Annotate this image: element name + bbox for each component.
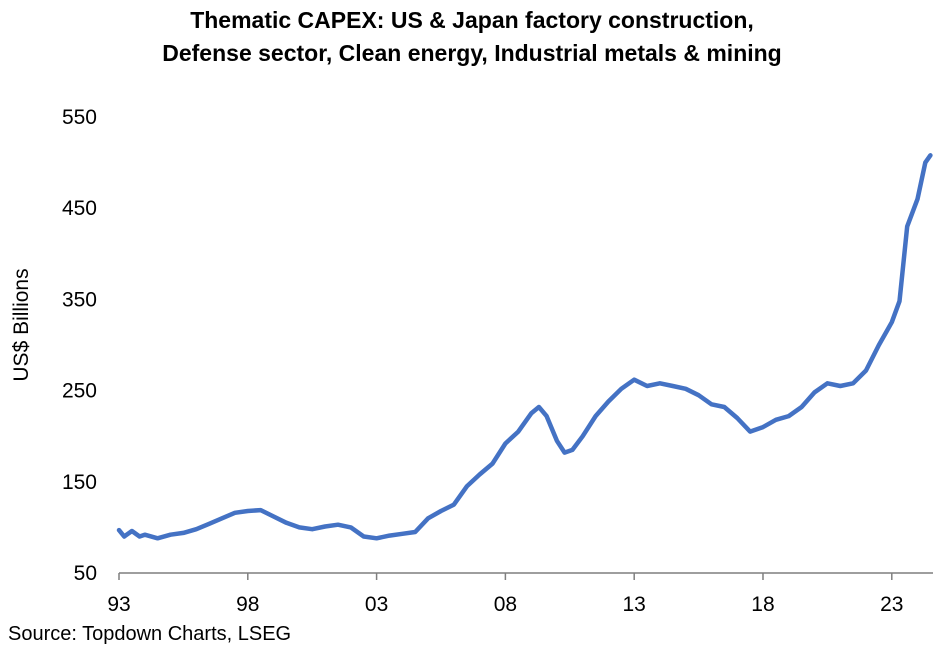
x-tick-label: 98 [236,593,259,616]
x-tick-label: 08 [494,593,517,616]
y-tick-label: 150 [62,471,97,494]
y-tick-label: 350 [62,288,97,311]
chart-title-line-2: Defense sector, Clean energy, Industrial… [162,40,782,66]
x-tick-label: 18 [751,593,774,616]
source-note: Source: Topdown Charts, LSEG [8,623,292,645]
x-tick-label: 13 [623,593,646,616]
y-tick-label: 550 [62,106,97,129]
chart-title-line-1: Thematic CAPEX: US & Japan factory const… [190,7,754,33]
x-tick-label: 93 [107,593,130,616]
capex-series-line [116,153,933,541]
y-tick-label: 450 [62,197,97,220]
chart-title: Thematic CAPEX: US & Japan factory const… [0,4,944,70]
y-tick-label: 250 [62,380,97,403]
x-tick-label: 03 [365,593,388,616]
y-tick-label: 50 [74,562,97,585]
x-tick-label: 23 [880,593,903,616]
